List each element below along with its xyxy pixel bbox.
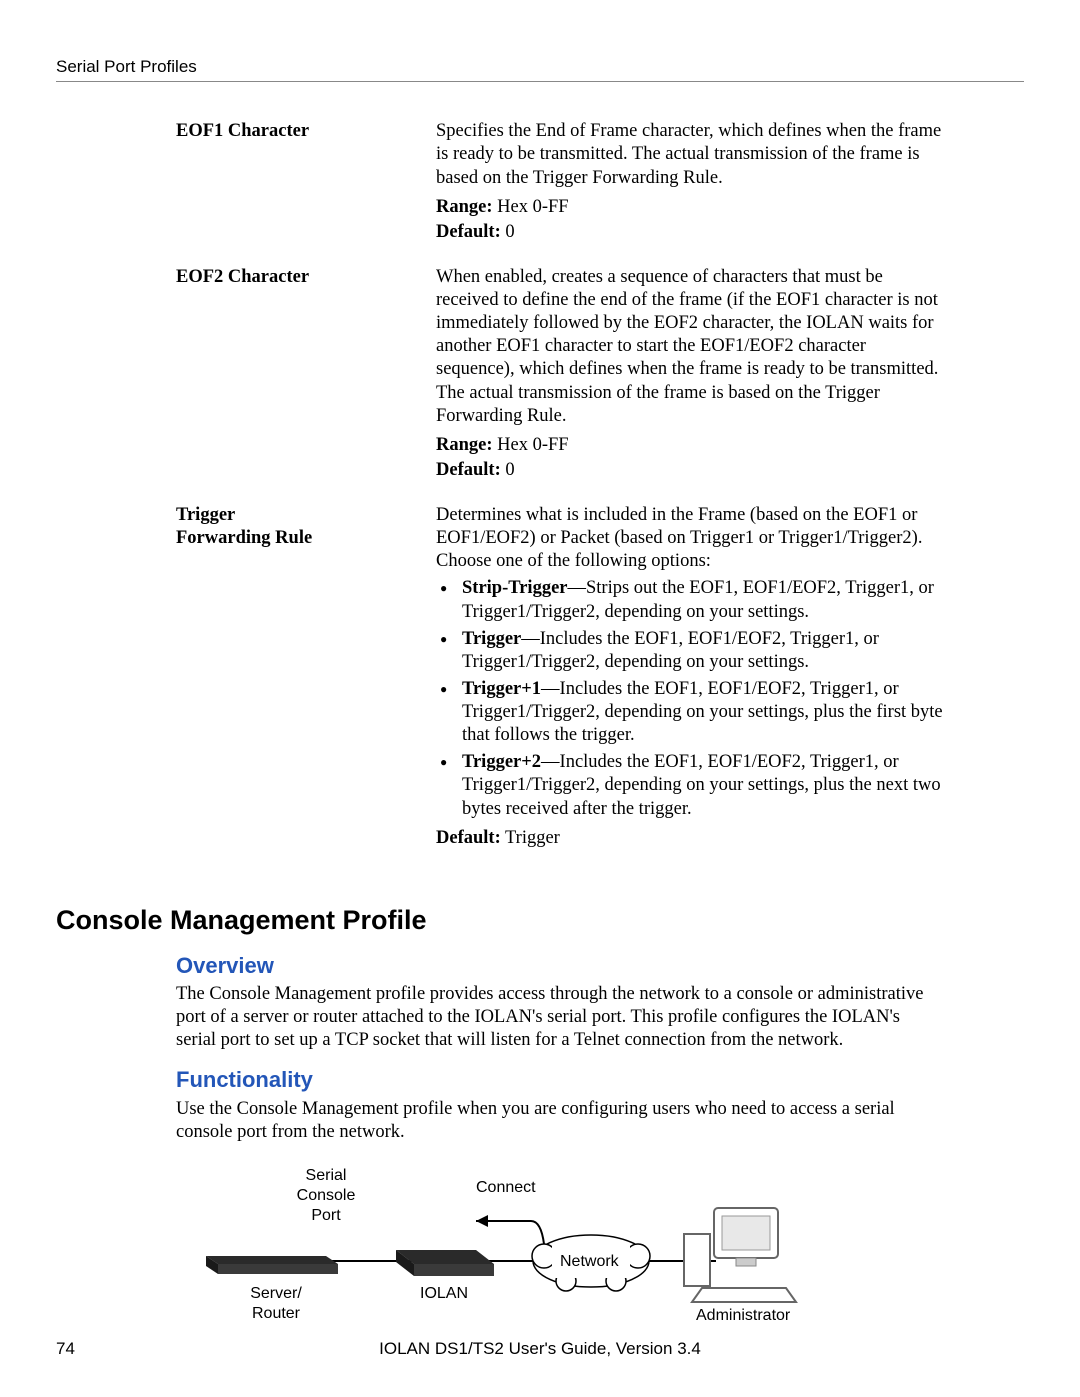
list-item: Trigger—Includes the EOF1, EOF1/EOF2, Tr…	[436, 628, 944, 674]
network-diagram: Serial Console Port Connect Network Serv…	[196, 1166, 816, 1336]
definitions-table: EOF1 Character Specifies the End of Fram…	[56, 120, 1024, 872]
def-desc-text: When enabled, creates a sequence of char…	[436, 267, 938, 426]
list-item: Trigger+1—Includes the EOF1, EOF1/EOF2, …	[436, 678, 944, 747]
default-label: Default:	[436, 222, 501, 242]
range-value: Hex 0-FF	[493, 197, 569, 217]
diagram-label-server: Server/ Router	[236, 1284, 316, 1324]
def-desc: When enabled, creates a sequence of char…	[436, 266, 1024, 504]
option-name: Strip-Trigger	[462, 578, 568, 598]
def-desc: Determines what is included in the Frame…	[436, 504, 1024, 872]
default-label: Default:	[436, 460, 501, 480]
functionality-heading: Functionality	[176, 1066, 1024, 1094]
option-name: Trigger+2	[462, 752, 541, 772]
def-term: Trigger Forwarding Rule	[56, 504, 436, 872]
default-line: Default: 0	[436, 459, 944, 482]
page-number: 74	[56, 1338, 75, 1359]
list-item: Trigger+2—Includes the EOF1, EOF1/EOF2, …	[436, 751, 944, 820]
overview-heading: Overview	[176, 952, 1024, 980]
default-value: Trigger	[501, 828, 560, 848]
option-name: Trigger+1	[462, 679, 541, 699]
diagram-label-connect: Connect	[476, 1178, 536, 1198]
default-label: Default:	[436, 828, 501, 848]
range-line: Range: Hex 0-FF	[436, 196, 944, 219]
default-line: Default: 0	[436, 221, 944, 244]
range-value: Hex 0-FF	[493, 435, 569, 455]
diagram-label-admin: Administrator	[696, 1306, 790, 1326]
def-desc: Specifies the End of Frame character, wh…	[436, 120, 1024, 266]
def-intro: Determines what is included in the Frame…	[436, 505, 922, 571]
list-item: Strip-Trigger—Strips out the EOF1, EOF1/…	[436, 577, 944, 623]
section-heading: Console Management Profile	[56, 904, 1024, 938]
functionality-text: Use the Console Management profile when …	[176, 1098, 944, 1144]
footer-text: IOLAN DS1/TS2 User's Guide, Version 3.4	[56, 1338, 1024, 1359]
trigger-options-list: Strip-Trigger—Strips out the EOF1, EOF1/…	[436, 577, 944, 820]
def-term-line2: Forwarding Rule	[176, 528, 312, 548]
def-row-eof2: EOF2 Character When enabled, creates a s…	[56, 266, 1024, 504]
running-head: Serial Port Profiles	[56, 56, 1024, 77]
range-label: Range:	[436, 435, 493, 455]
option-text: —Includes the EOF1, EOF1/EOF2, Trigger1,…	[462, 629, 879, 672]
diagram-label-serial: Serial Console Port	[286, 1166, 366, 1226]
def-row-trigger: Trigger Forwarding Rule Determines what …	[56, 504, 1024, 872]
default-line: Default: Trigger	[436, 827, 944, 850]
option-name: Trigger	[462, 629, 521, 649]
range-label: Range:	[436, 197, 493, 217]
def-term: EOF2 Character	[56, 266, 436, 504]
overview-text: The Console Management profile provides …	[176, 983, 944, 1052]
range-line: Range: Hex 0-FF	[436, 434, 944, 457]
page: Serial Port Profiles EOF1 Character Spec…	[0, 0, 1080, 1397]
def-term: EOF1 Character	[56, 120, 436, 266]
def-desc-text: Specifies the End of Frame character, wh…	[436, 121, 941, 187]
def-row-eof1: EOF1 Character Specifies the End of Fram…	[56, 120, 1024, 266]
diagram-label-network: Network	[560, 1252, 619, 1272]
def-term-line1: Trigger	[176, 505, 235, 525]
default-value: 0	[501, 460, 515, 480]
page-footer: 74 IOLAN DS1/TS2 User's Guide, Version 3…	[56, 1338, 1024, 1359]
diagram-label-iolan: IOLAN	[420, 1284, 468, 1304]
default-value: 0	[501, 222, 515, 242]
header-rule	[56, 81, 1024, 82]
